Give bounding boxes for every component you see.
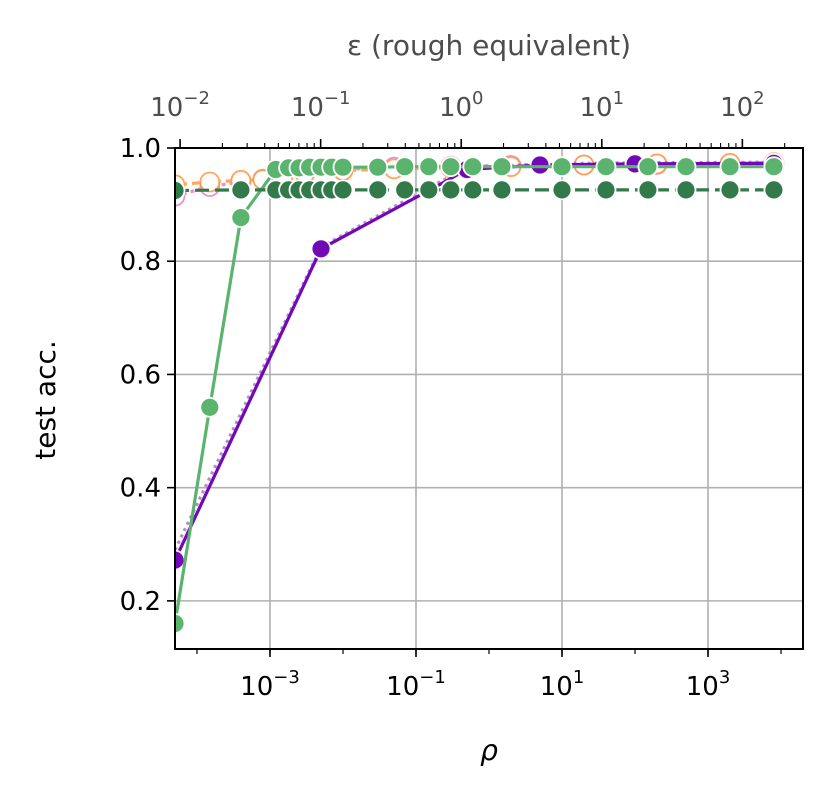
data-point (595, 156, 617, 178)
series-line (175, 160, 774, 551)
data-point (394, 156, 416, 178)
y-tick-label: 0.8 (120, 247, 161, 277)
y-tick-label: 0.6 (120, 360, 161, 390)
data-point (367, 179, 389, 201)
data-point (763, 156, 785, 178)
data-point (332, 179, 354, 201)
grid (175, 148, 803, 649)
data-point (175, 180, 186, 201)
data-point (551, 156, 573, 178)
data-point (440, 179, 462, 201)
data-point (675, 179, 697, 201)
data-point (332, 156, 354, 178)
x-tick-label: 10−1 (386, 667, 446, 702)
y-tick-label: 0.2 (120, 587, 161, 617)
data-point (199, 396, 221, 418)
top-axis-title: ε (rough equivalent) (347, 29, 631, 62)
series-4 (175, 156, 785, 634)
data-point (394, 179, 416, 201)
series-2 (175, 160, 774, 551)
top-x-tick-label: 101 (580, 88, 625, 123)
x-tick-label: 10−3 (240, 667, 300, 702)
data-point (551, 179, 573, 201)
x-tick-label: 103 (686, 667, 731, 702)
data-point (529, 154, 551, 176)
data-point (199, 171, 221, 193)
y-tick-label: 0.4 (120, 474, 161, 504)
y-axis-title: test acc. (29, 340, 62, 460)
data-point (175, 613, 186, 634)
series-line (175, 165, 774, 624)
series-5 (175, 179, 785, 201)
data-point (462, 179, 484, 201)
data-point (491, 179, 513, 201)
data-point (675, 156, 697, 178)
data-point (418, 156, 440, 178)
data-point (310, 238, 332, 260)
data-point (367, 156, 389, 178)
ticks-layer: 0.2 0.4 0.6 0.8 1.0 10−3 10−1 101 103 10−2 10−1 100… (120, 88, 786, 702)
data-point (462, 156, 484, 178)
data-point (637, 179, 659, 201)
series-layer (175, 152, 785, 634)
data-point (418, 179, 440, 201)
series-line (175, 161, 774, 561)
top-x-tick-label: 100 (439, 88, 484, 123)
top-x-tick-label: 10−2 (150, 88, 210, 123)
data-point (719, 156, 741, 178)
data-point (230, 179, 252, 201)
x-axis-title: ρ (480, 734, 498, 767)
data-point (595, 179, 617, 201)
data-point (637, 156, 659, 178)
top-x-tick-label: 102 (720, 88, 765, 123)
data-point (763, 179, 785, 201)
data-point (230, 207, 252, 229)
data-point (440, 156, 462, 178)
top-x-tick-label: 10−1 (291, 88, 351, 123)
y-tick-label: 1.0 (120, 134, 161, 164)
data-point (719, 179, 741, 201)
series-3 (175, 152, 785, 571)
data-point (491, 156, 513, 178)
x-tick-label: 101 (540, 667, 585, 702)
